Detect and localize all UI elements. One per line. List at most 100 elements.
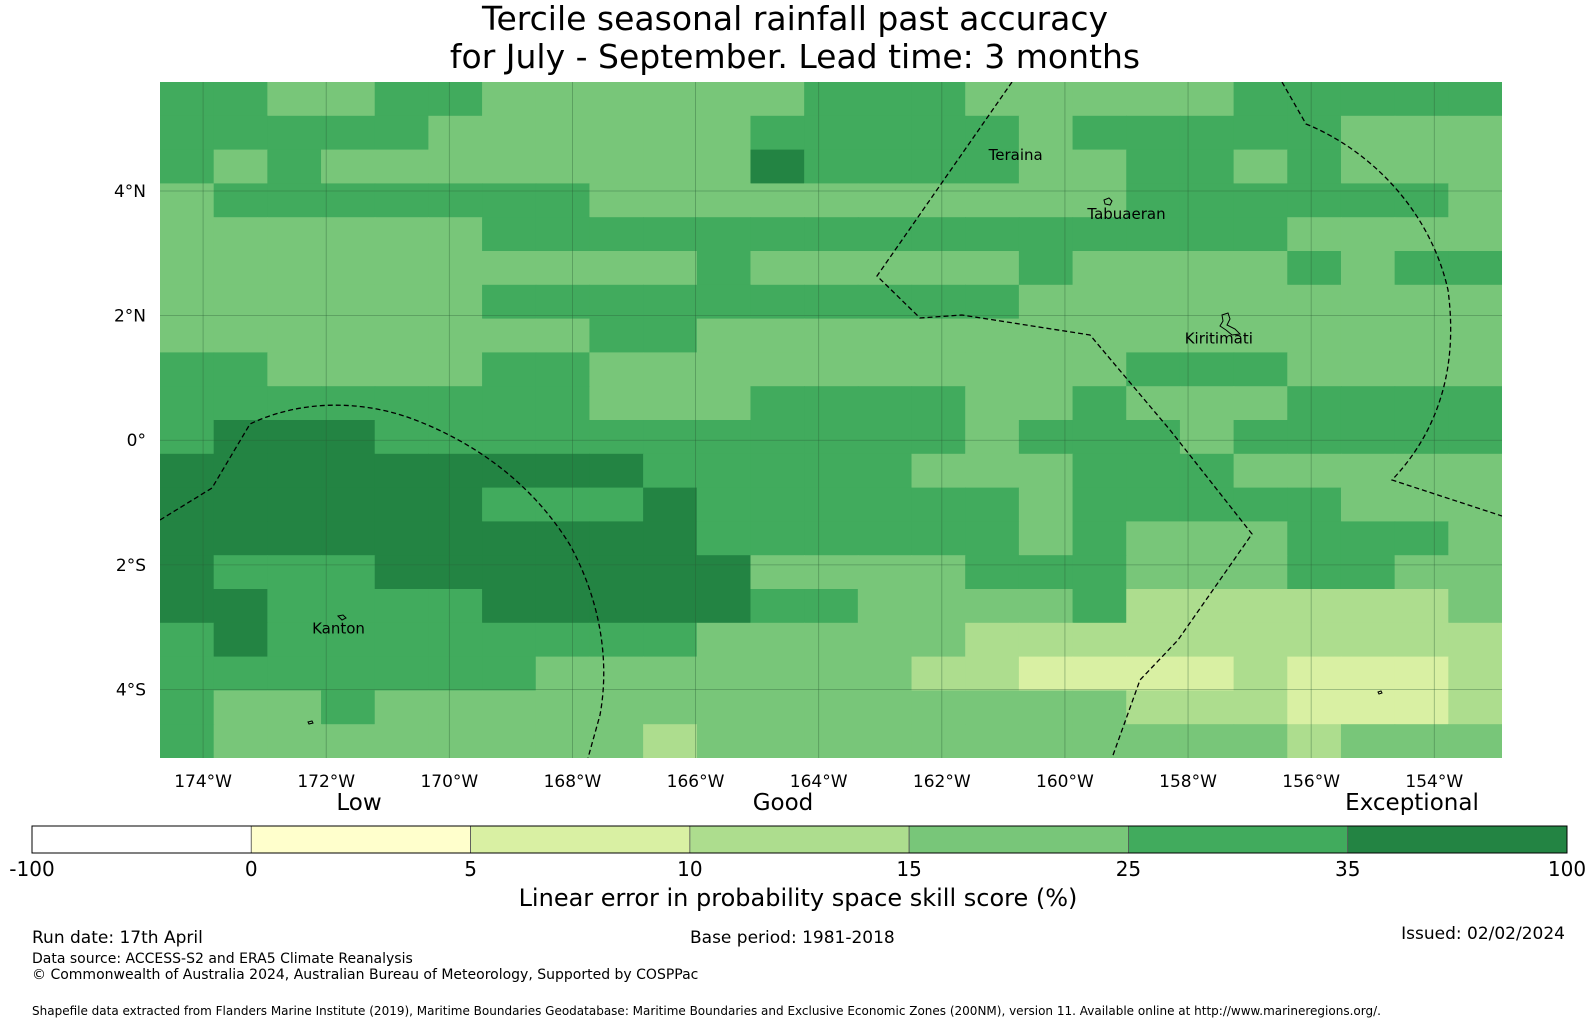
grid-cell	[482, 318, 537, 353]
grid-cell	[750, 487, 805, 522]
grid-cell	[213, 622, 268, 658]
grid-cell	[267, 622, 322, 658]
grid-cell	[1448, 521, 1502, 556]
grid-cell	[696, 149, 752, 184]
grid-cell	[535, 217, 591, 252]
grid-cell	[1126, 352, 1181, 387]
colorbar-tick-label: -100	[9, 857, 54, 881]
grid-cell	[1233, 555, 1288, 590]
grid-cell	[589, 352, 644, 387]
grid-cell	[1072, 251, 1127, 286]
grid-cell	[1179, 589, 1235, 624]
grid-cell	[750, 555, 805, 590]
grid-cell	[213, 487, 268, 522]
grid-cell	[696, 656, 752, 691]
grid-cell	[857, 82, 913, 117]
grid-cell	[911, 555, 966, 590]
grid-cell	[374, 284, 429, 320]
grid-cell	[857, 420, 913, 455]
longitude-tick-label: 154°W	[1405, 772, 1463, 792]
grid-cell	[321, 555, 376, 590]
grid-cell	[965, 420, 1020, 455]
grid-cell	[1233, 487, 1288, 522]
grid-cell	[321, 183, 376, 218]
grid-cell	[1340, 386, 1396, 421]
colorbar-tick-label: 100	[1548, 857, 1586, 881]
grid-cell	[965, 352, 1020, 387]
grid-cell	[1287, 352, 1342, 387]
grid-cell	[965, 318, 1020, 353]
colorbar	[31, 825, 1568, 854]
grid-cell	[535, 487, 591, 522]
grid-cell	[428, 487, 483, 522]
grid-cell	[321, 690, 376, 725]
grid-cell	[213, 149, 268, 184]
island-kiritimati	[1219, 312, 1242, 336]
grid-cell	[267, 217, 322, 252]
grid-cell	[857, 487, 913, 522]
grid-cell	[267, 284, 322, 320]
grid-cell	[589, 115, 644, 151]
grid-cell	[1287, 453, 1342, 489]
grid-cell	[160, 521, 215, 556]
grid-cell	[1126, 149, 1181, 184]
grid-cell	[589, 589, 644, 624]
grid-cell	[804, 453, 859, 489]
grid-cell	[1126, 217, 1181, 252]
grid-cell	[213, 521, 268, 556]
grid-cell	[1126, 453, 1181, 489]
grid-cell	[1233, 149, 1288, 184]
grid-cell	[589, 656, 644, 691]
grid-cell	[374, 622, 429, 658]
island-outlines	[307, 197, 1383, 725]
grid-cell	[1179, 487, 1235, 522]
grid-cell	[374, 82, 429, 117]
grid-cell	[1287, 724, 1342, 758]
grid-cell	[482, 149, 537, 184]
grid-cell	[1018, 690, 1074, 725]
grid-cell	[804, 183, 859, 218]
grid-cell	[965, 555, 1020, 590]
grid-cell	[535, 82, 591, 117]
grid-cell	[1179, 217, 1235, 252]
grid-cell	[965, 149, 1020, 184]
grid-cell	[1287, 251, 1342, 286]
grid-cell	[1448, 622, 1502, 658]
grid-cell	[213, 690, 268, 725]
grid-cell	[965, 724, 1020, 758]
grid-cell	[1233, 318, 1288, 353]
colorbar-segment	[31, 825, 252, 854]
grid-cell	[643, 656, 698, 691]
grid-cell	[160, 82, 215, 117]
grid-cell	[804, 555, 859, 590]
grid-cell	[857, 352, 913, 387]
grid-cell	[1448, 149, 1502, 184]
grid-cell	[696, 251, 752, 286]
longitude-tick-label: 172°W	[297, 772, 355, 792]
grid-cell	[643, 386, 698, 421]
grid-cell	[696, 284, 752, 320]
grid-cell	[965, 251, 1020, 286]
grid-cell	[1448, 251, 1502, 286]
grid-cell	[374, 521, 429, 556]
grid-cell	[1340, 453, 1396, 489]
grid-cell	[535, 420, 591, 455]
grid-cell	[804, 352, 859, 387]
grid-cell	[750, 318, 805, 353]
latitude-ticks: 4°N 2°N 0° 2°S 4°S	[114, 182, 146, 700]
grid-cell	[1126, 487, 1181, 522]
grid-cell	[374, 183, 429, 218]
title-line-2: for July - September. Lead time: 3 month…	[449, 37, 1141, 76]
grid-cell	[911, 487, 966, 522]
eez-boundary-kanton-arc	[160, 404, 605, 758]
grid-cell	[696, 217, 752, 252]
data-source: Data source: ACCESS-S2 and ERA5 Climate …	[32, 951, 413, 967]
grid-cell	[374, 487, 429, 522]
grid-cell	[535, 318, 591, 353]
grid-cell	[213, 555, 268, 590]
grid-cell	[965, 487, 1020, 522]
grid-cell	[643, 183, 698, 218]
grid-cell	[1018, 622, 1074, 658]
grid-cell	[1287, 521, 1342, 556]
